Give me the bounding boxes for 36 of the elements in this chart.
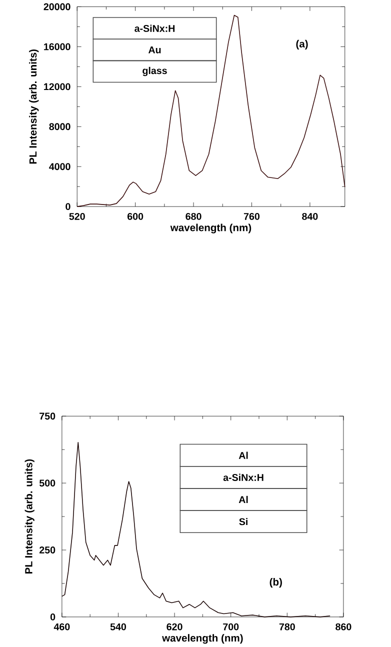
line-series — [62, 442, 331, 618]
annotation: Au — [148, 46, 161, 54]
x-tick-label: 520 — [69, 212, 86, 220]
y-tick-label: 0 — [50, 613, 56, 620]
x-tick-label: 760 — [244, 212, 260, 220]
y-tick-label: 500 — [40, 480, 56, 487]
annotation: a-SiNx:H — [223, 474, 264, 481]
x-tick-label: 780 — [279, 623, 296, 630]
x-tick-label: 460 — [54, 623, 70, 630]
x-tick-label: 860 — [336, 623, 352, 630]
annotation: (a) — [296, 40, 308, 50]
y-tick-label: 750 — [40, 412, 56, 420]
x-tick-label: 600 — [128, 212, 144, 220]
x-axis-title: wavelength (nm) — [162, 634, 243, 644]
x-tick-label: 700 — [223, 623, 239, 630]
y-tick-label: 0 — [66, 203, 70, 210]
y-tick-label: 16000 — [44, 43, 70, 50]
y-tick-label: 20000 — [44, 3, 70, 10]
annotation: Al — [238, 496, 248, 504]
y-tick-label: 250 — [40, 546, 56, 554]
x-tick-label: 540 — [110, 623, 126, 630]
x-tick-label: 840 — [302, 212, 318, 220]
y-tick-label: 8000 — [49, 123, 70, 130]
annotation: Al — [238, 452, 248, 459]
line-series — [76, 14, 346, 207]
y-axis-title: PL Intensity (arb. units) — [29, 49, 39, 164]
x-axis-title: wavelength (nm) — [170, 224, 252, 234]
annotation: glass — [142, 66, 168, 76]
annotation: Si — [239, 518, 248, 526]
y-tick-label: 12000 — [44, 83, 70, 90]
x-tick-label: 620 — [166, 623, 182, 630]
annotation: (b) — [270, 578, 282, 588]
y-axis-title: PL Intensity (arb. units) — [24, 459, 35, 574]
annotation: a-SiNx:H — [134, 24, 175, 32]
y-tick-label: 4000 — [49, 163, 70, 170]
x-tick-label: 680 — [186, 212, 202, 220]
